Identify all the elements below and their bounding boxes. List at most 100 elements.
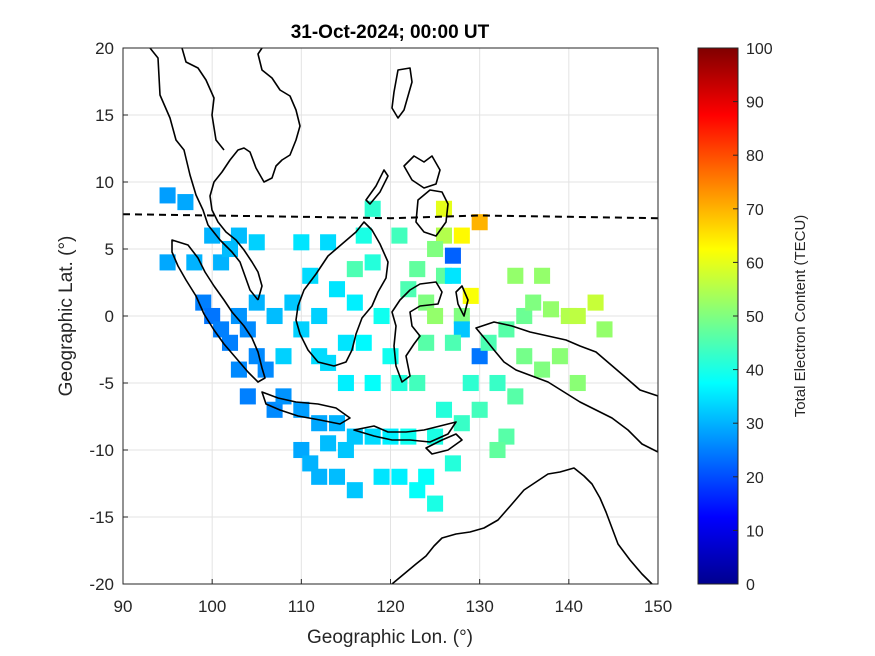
x-tick-label: 110 — [288, 597, 315, 616]
tec-cell — [534, 267, 551, 284]
tec-cell — [195, 294, 212, 311]
tec-cell — [293, 401, 310, 418]
coastline-borneo — [295, 221, 389, 367]
tec-cell — [453, 321, 470, 338]
tec-cell — [248, 294, 265, 311]
tec-cell — [453, 415, 470, 432]
tec-cell — [230, 361, 247, 378]
tec-cell — [311, 307, 328, 325]
tec-cell — [551, 348, 568, 365]
tec-cell — [489, 374, 506, 392]
tec-cell — [471, 348, 488, 365]
tec-cell — [337, 374, 354, 392]
tec-cell — [159, 187, 176, 204]
coastline-halmahera — [455, 285, 469, 317]
tec-cell — [364, 374, 381, 392]
x-tick-label: 130 — [465, 597, 493, 616]
tec-cell — [239, 388, 256, 405]
coastline-sulawesi — [391, 281, 443, 383]
tec-cell — [230, 307, 247, 325]
tec-cell — [159, 254, 176, 271]
coastline-timor — [425, 433, 463, 455]
coastline-palawan — [365, 169, 389, 205]
tec-cell — [444, 247, 461, 264]
tec-cell — [266, 307, 283, 325]
tec-cell — [516, 348, 533, 365]
y-tick-label: 0 — [105, 307, 114, 326]
tec-cell — [257, 361, 274, 378]
colorbar-tick-label: 10 — [746, 523, 764, 540]
tec-cell — [542, 301, 560, 318]
tec-cell — [400, 281, 417, 298]
tec-cell — [444, 334, 461, 351]
colorbar-tick-label: 30 — [746, 416, 764, 433]
colorbar-tick-label: 70 — [746, 202, 764, 219]
tec-cell — [275, 388, 292, 405]
magnetic-equator-line — [123, 213, 658, 220]
tec-cell — [391, 468, 408, 485]
tec-cell — [293, 441, 310, 459]
y-tick-label: 20 — [95, 39, 114, 58]
colorbar-tick-label: 0 — [746, 577, 755, 594]
tec-cell — [516, 307, 533, 325]
tec-cell — [373, 468, 390, 485]
tec-cell — [320, 435, 337, 452]
tec-cell — [409, 374, 426, 392]
tec-cell — [525, 294, 542, 311]
colorbar-tick-label: 90 — [746, 95, 764, 112]
colorbar-tick-label: 100 — [746, 41, 773, 58]
coastline-bay-top — [181, 48, 225, 151]
tec-cell — [346, 261, 363, 278]
tec-cell — [177, 194, 194, 211]
colorbar-tick-label: 60 — [746, 255, 764, 272]
colorbar-tick-label: 80 — [746, 148, 764, 165]
coastline-sumatra — [171, 239, 266, 383]
tec-cell — [364, 200, 381, 217]
tec-cell — [364, 428, 381, 445]
chart-title: 31-Oct-2024; 00:00 UT — [291, 22, 490, 43]
coastline-philippines-visayas — [403, 155, 441, 189]
tec-cell — [311, 468, 328, 485]
tec-cell — [346, 294, 363, 311]
tec-cells — [159, 187, 613, 512]
coastline-philippines-mindanao — [415, 189, 449, 237]
y-tick-label: 5 — [105, 240, 114, 259]
tec-cell — [391, 374, 408, 392]
tec-cell — [427, 307, 444, 325]
x-tick-label: 150 — [644, 597, 672, 616]
tec-cell — [328, 281, 346, 298]
x-axis-label: Geographic Lon. (°) — [307, 627, 473, 648]
tec-cell — [302, 267, 319, 284]
tec-cell — [355, 334, 372, 351]
tec-cell — [204, 227, 221, 244]
tec-cell — [346, 482, 363, 499]
coastline-lesser-sunda — [353, 421, 457, 443]
tec-cell — [453, 227, 470, 244]
tec-cell — [427, 240, 444, 258]
tec-cell — [418, 468, 435, 485]
tec-cell — [284, 294, 301, 311]
tec-cell — [462, 287, 479, 304]
tec-cell — [489, 441, 506, 459]
tec-cell — [221, 334, 239, 351]
tec-cell — [320, 354, 337, 371]
coastline-new-guinea — [475, 321, 658, 453]
tec-cell — [409, 261, 426, 278]
y-axis-label: Geographic Lat. (°) — [56, 236, 77, 397]
coastline-java — [261, 391, 351, 425]
x-tick-label: 140 — [555, 597, 583, 616]
coastline-australia — [391, 467, 653, 584]
colorbar — [697, 47, 739, 585]
y-tick-label: -10 — [89, 441, 114, 460]
tec-cell — [569, 374, 586, 392]
tec-cell — [320, 234, 337, 251]
tec-cell — [498, 428, 515, 445]
tec-cell — [534, 361, 551, 378]
tec-cell — [328, 468, 346, 485]
tec-cell — [435, 200, 453, 217]
y-axis: 20 15 10 5 0 -5 -10 -15 -20 — [89, 39, 128, 594]
colorbar-tick-label: 50 — [746, 309, 764, 326]
tec-cell — [337, 334, 354, 351]
tec-cell — [275, 348, 292, 365]
